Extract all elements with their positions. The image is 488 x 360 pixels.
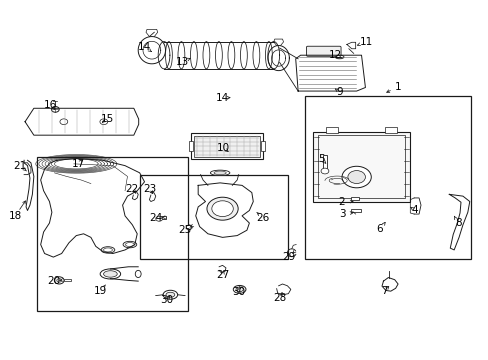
- Bar: [322, 155, 327, 169]
- Bar: [326, 127, 337, 134]
- Ellipse shape: [100, 269, 121, 279]
- Ellipse shape: [210, 170, 229, 176]
- Text: 30: 30: [160, 295, 173, 305]
- Text: 29: 29: [281, 252, 294, 262]
- Bar: [188, 141, 192, 152]
- Bar: [190, 134, 263, 159]
- Text: 2: 2: [338, 197, 345, 207]
- Text: 8: 8: [454, 218, 461, 228]
- Text: 9: 9: [336, 87, 343, 97]
- Ellipse shape: [103, 248, 112, 252]
- Ellipse shape: [165, 292, 174, 297]
- Text: 28: 28: [272, 293, 285, 303]
- Text: 1: 1: [394, 82, 401, 92]
- Circle shape: [347, 171, 365, 184]
- Bar: [140, 175, 288, 259]
- Text: 30: 30: [232, 287, 244, 297]
- Text: 7: 7: [380, 286, 387, 296]
- Bar: [350, 209, 360, 212]
- Circle shape: [54, 277, 64, 284]
- Bar: [64, 279, 71, 282]
- Text: 13: 13: [176, 57, 189, 67]
- Circle shape: [211, 201, 233, 217]
- Circle shape: [186, 225, 192, 229]
- Ellipse shape: [233, 285, 245, 293]
- Text: 27: 27: [216, 270, 229, 280]
- Text: 21: 21: [14, 161, 27, 171]
- Text: 16: 16: [44, 100, 58, 110]
- Text: 10: 10: [216, 143, 229, 153]
- Ellipse shape: [236, 287, 243, 292]
- Bar: [261, 141, 264, 152]
- Text: 3: 3: [338, 209, 345, 219]
- Circle shape: [100, 119, 107, 125]
- Bar: [350, 197, 358, 200]
- Text: 11: 11: [359, 37, 372, 47]
- Text: 23: 23: [142, 184, 156, 194]
- Text: 17: 17: [72, 159, 85, 169]
- Text: 5: 5: [318, 154, 324, 164]
- Text: 25: 25: [178, 225, 191, 235]
- Ellipse shape: [101, 247, 115, 253]
- Text: 20: 20: [47, 276, 60, 286]
- Text: 12: 12: [328, 50, 341, 60]
- Text: 4: 4: [411, 206, 418, 216]
- Circle shape: [341, 166, 370, 188]
- Circle shape: [57, 279, 61, 282]
- Bar: [193, 135, 260, 157]
- Bar: [312, 132, 409, 202]
- Text: 19: 19: [94, 286, 107, 296]
- Ellipse shape: [103, 271, 117, 277]
- Ellipse shape: [334, 55, 343, 59]
- Bar: [384, 127, 396, 134]
- Text: 22: 22: [125, 184, 139, 194]
- Ellipse shape: [214, 171, 226, 175]
- Ellipse shape: [123, 241, 137, 248]
- Circle shape: [51, 107, 59, 112]
- Ellipse shape: [125, 243, 134, 247]
- Bar: [317, 135, 405, 198]
- Bar: [37, 157, 188, 311]
- Text: 15: 15: [100, 114, 113, 124]
- Bar: [160, 216, 166, 219]
- Ellipse shape: [135, 270, 141, 278]
- Text: 24: 24: [149, 213, 162, 223]
- Circle shape: [156, 216, 162, 221]
- Text: 14: 14: [138, 42, 151, 51]
- FancyBboxPatch shape: [306, 46, 340, 56]
- Circle shape: [321, 168, 328, 174]
- Circle shape: [206, 197, 238, 220]
- Circle shape: [60, 119, 68, 125]
- Text: 6: 6: [376, 224, 383, 234]
- Text: 18: 18: [9, 211, 22, 221]
- Ellipse shape: [163, 290, 177, 299]
- Bar: [305, 96, 470, 259]
- Text: 26: 26: [256, 213, 269, 222]
- Text: 14: 14: [216, 93, 229, 103]
